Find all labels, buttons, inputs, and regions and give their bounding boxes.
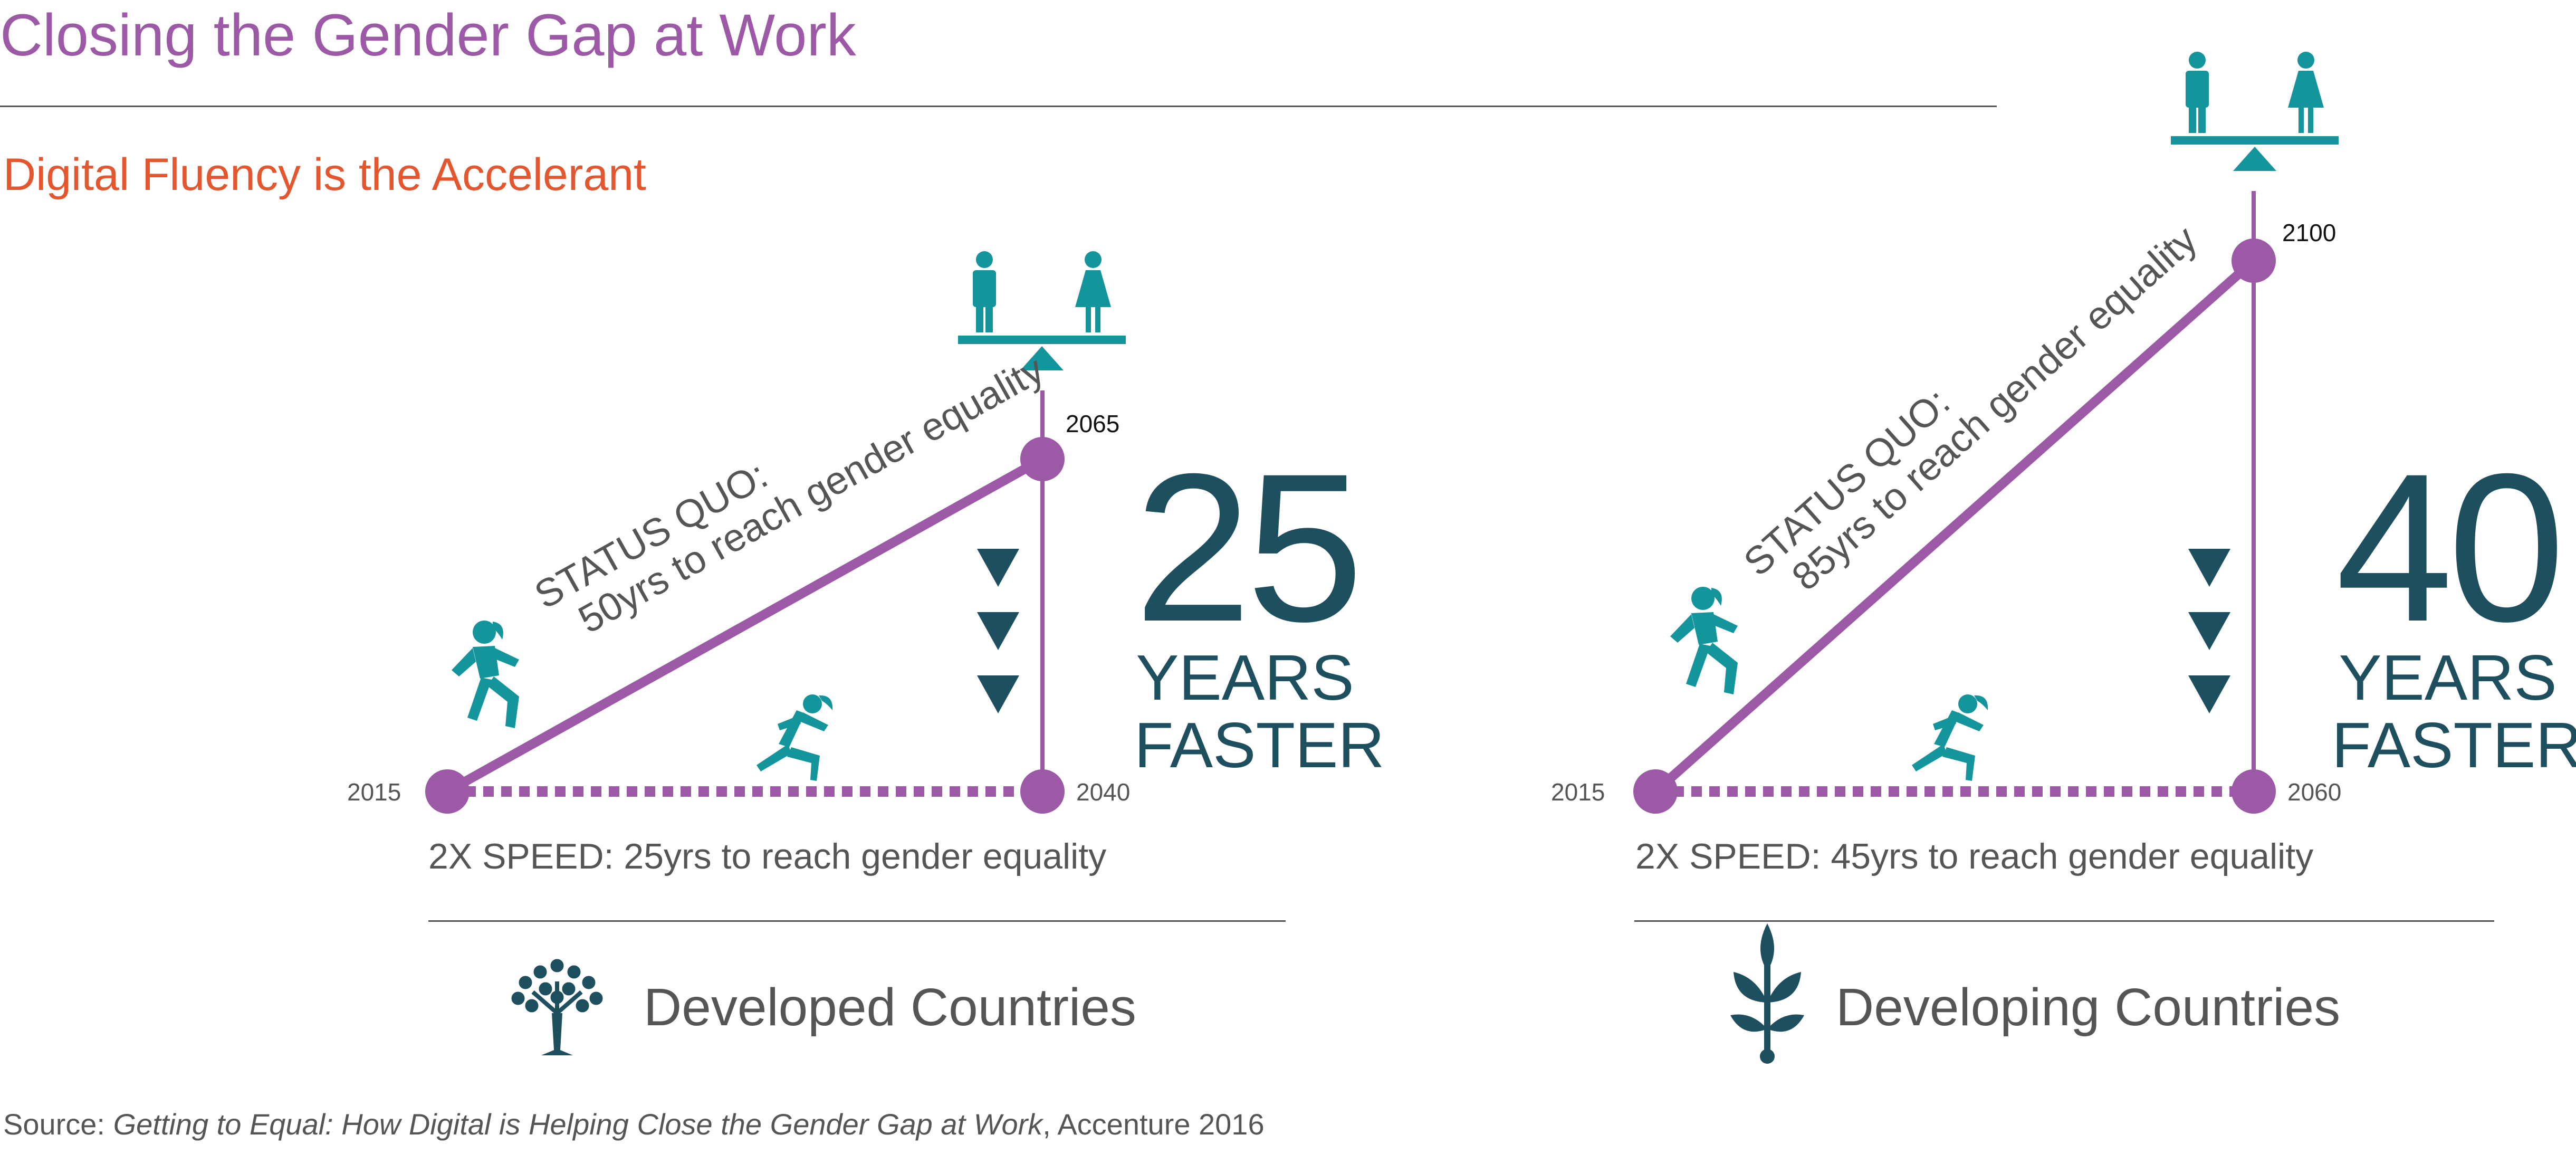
- panel-divider: [428, 920, 1286, 922]
- faster-word: FASTER: [1134, 709, 1385, 781]
- page-title: Closing the Gender Gap at Work: [0, 2, 856, 68]
- down-arrows: [2188, 549, 2230, 713]
- years-faster-value: 25: [1134, 430, 1364, 665]
- source-citation: Source: Getting to Equal: How Digital is…: [3, 1107, 1265, 1141]
- status-quo-line: [1652, 257, 2257, 795]
- speed-dot: [1020, 769, 1065, 814]
- status-year-label: 2100: [2282, 219, 2336, 246]
- years-faster-number: 25: [1134, 442, 1364, 653]
- years-faster-number: 40: [2332, 442, 2565, 653]
- scale-icon: [958, 251, 1126, 370]
- panel-developed: [425, 251, 1126, 1055]
- faster-word: FASTER: [2332, 709, 2576, 781]
- walking-woman-icon: [452, 621, 519, 728]
- sprout-icon: [1730, 923, 1804, 1064]
- country-label: Developed Countries: [644, 978, 1136, 1037]
- country-label: Developing Countries: [1836, 978, 2341, 1037]
- speed-caption: 2X SPEED: 45yrs to reach gender equality: [1635, 836, 2314, 876]
- source-prefix: Source:: [3, 1108, 113, 1141]
- source-suffix: , Accenture 2016: [1042, 1108, 1265, 1141]
- years-word: YEARS: [2339, 642, 2557, 713]
- status-dot: [2232, 239, 2276, 283]
- source-title: Getting to Equal: How Digital is Helping…: [113, 1108, 1043, 1141]
- speed-dot: [2232, 769, 2276, 814]
- start-year-label: 2015: [1551, 778, 1605, 806]
- status-year-label: 2065: [1066, 410, 1120, 437]
- scale-icon: [2171, 52, 2339, 171]
- speed-year-label: 2060: [2287, 778, 2342, 806]
- title-divider: [0, 106, 1997, 107]
- status-dot: [1020, 437, 1065, 481]
- speed-year-label: 2040: [1076, 778, 1131, 806]
- walking-woman-icon: [1670, 587, 1738, 694]
- start-dot: [425, 769, 470, 814]
- down-arrows: [977, 549, 1019, 713]
- start-year-label: 2015: [347, 778, 401, 806]
- years-faster-label: YEARS FASTER: [2332, 642, 2576, 781]
- panel-divider: [1634, 920, 2494, 922]
- start-dot: [1633, 769, 1678, 814]
- page-subtitle: Digital Fluency is the Accelerant: [3, 149, 646, 200]
- running-woman-icon: [1912, 694, 1988, 781]
- status-quo-line: [445, 455, 1045, 796]
- running-woman-icon: [756, 694, 833, 781]
- years-word: YEARS: [1136, 642, 1354, 713]
- tree-icon: [511, 959, 603, 1055]
- speed-caption: 2X SPEED: 25yrs to reach gender equality: [428, 836, 1107, 876]
- panel-developing: [1633, 52, 2339, 1064]
- years-faster-label: YEARS FASTER: [1134, 642, 1385, 781]
- years-faster-value: 40: [2335, 430, 2565, 665]
